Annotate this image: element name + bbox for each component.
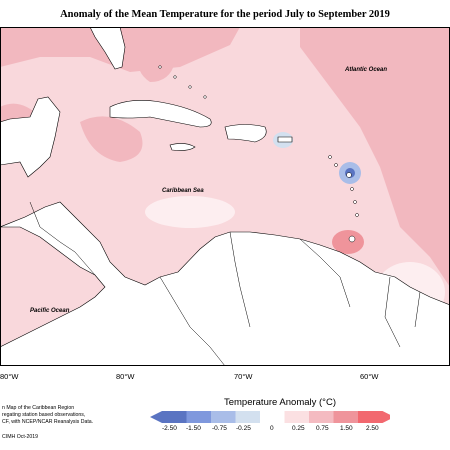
temperature-anomaly-map: Atlantic Ocean Caribbean Sea Pacific Oce… (0, 27, 450, 366)
legend-swatch (284, 411, 309, 423)
lon-tick-0: 80°W (0, 372, 19, 381)
legend-tick-label: 2.50 (366, 425, 379, 432)
warm-anomaly-east (300, 27, 450, 287)
legend-arrow-left (150, 411, 162, 423)
legend-colorbar (150, 411, 390, 423)
jamaica (169, 143, 196, 151)
legend-swatch (358, 411, 383, 423)
legend-swatch (260, 411, 285, 423)
caribbean-sea-label: Caribbean Sea (162, 188, 204, 194)
lon-tick-70: 70°W (234, 372, 253, 381)
map-title: Anomaly of the Mean Temperature for the … (60, 9, 390, 20)
legend-swatch (186, 411, 211, 423)
legend-tick-label: -0.75 (212, 425, 227, 432)
legend-tick-label: -1.50 (186, 425, 201, 432)
legend-swatch (333, 411, 358, 423)
footnote-line-2: regating station based observations, (2, 412, 86, 418)
mexico-central-america (0, 96, 450, 366)
footnote-credit: CIMH Oct-2019 (2, 434, 39, 440)
cuba (109, 100, 212, 128)
legend-swatch (211, 411, 236, 423)
legend-tick-label: 1.50 (340, 425, 353, 432)
hispaniola (224, 124, 267, 143)
land-masses (0, 27, 450, 366)
legend-swatch (309, 411, 334, 423)
legend-swatch (235, 411, 260, 423)
legend-swatch (162, 411, 187, 423)
lon-tick-80: 80°W (116, 372, 135, 381)
atlantic-ocean-label: Atlantic Ocean (344, 67, 387, 73)
lon-tick-60: 60°W (360, 372, 379, 381)
legend-tick-label: -2.50 (162, 425, 177, 432)
cool-anomaly-caribbean (145, 196, 235, 228)
warm-anomaly-bahamas (138, 50, 175, 82)
puerto-rico (277, 136, 293, 143)
warm-anomaly-trinidad (332, 230, 364, 254)
legend-tick-label: 0 (270, 425, 274, 432)
country-borders (29, 201, 421, 366)
legend-title: Temperature Anomaly (°C) (223, 397, 337, 408)
florida (89, 27, 126, 70)
warm-anomaly-gulf (80, 116, 143, 162)
pacific-ocean-label: Pacific Ocean (30, 308, 70, 314)
legend-tick-label: -0.25 (236, 425, 251, 432)
legend-tick-label: 0.25 (292, 425, 305, 432)
legend-arrow-right (382, 411, 390, 423)
legend-tick-label: 0.75 (316, 425, 329, 432)
footnote-line-3: CF, with NCEP/NCAR Reanalysis Data. (2, 419, 94, 425)
small-islands (158, 65, 359, 243)
footnote-line-1: n Map of the Caribbean Region (2, 405, 75, 411)
